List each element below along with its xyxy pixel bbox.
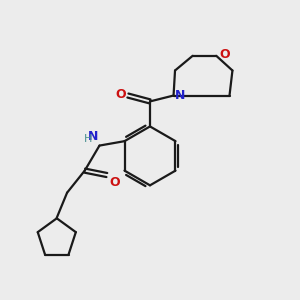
Text: O: O <box>109 176 120 190</box>
Text: O: O <box>219 48 230 61</box>
Text: N: N <box>88 130 98 143</box>
Text: O: O <box>115 88 126 101</box>
Text: H: H <box>84 134 92 144</box>
Text: N: N <box>175 89 185 102</box>
